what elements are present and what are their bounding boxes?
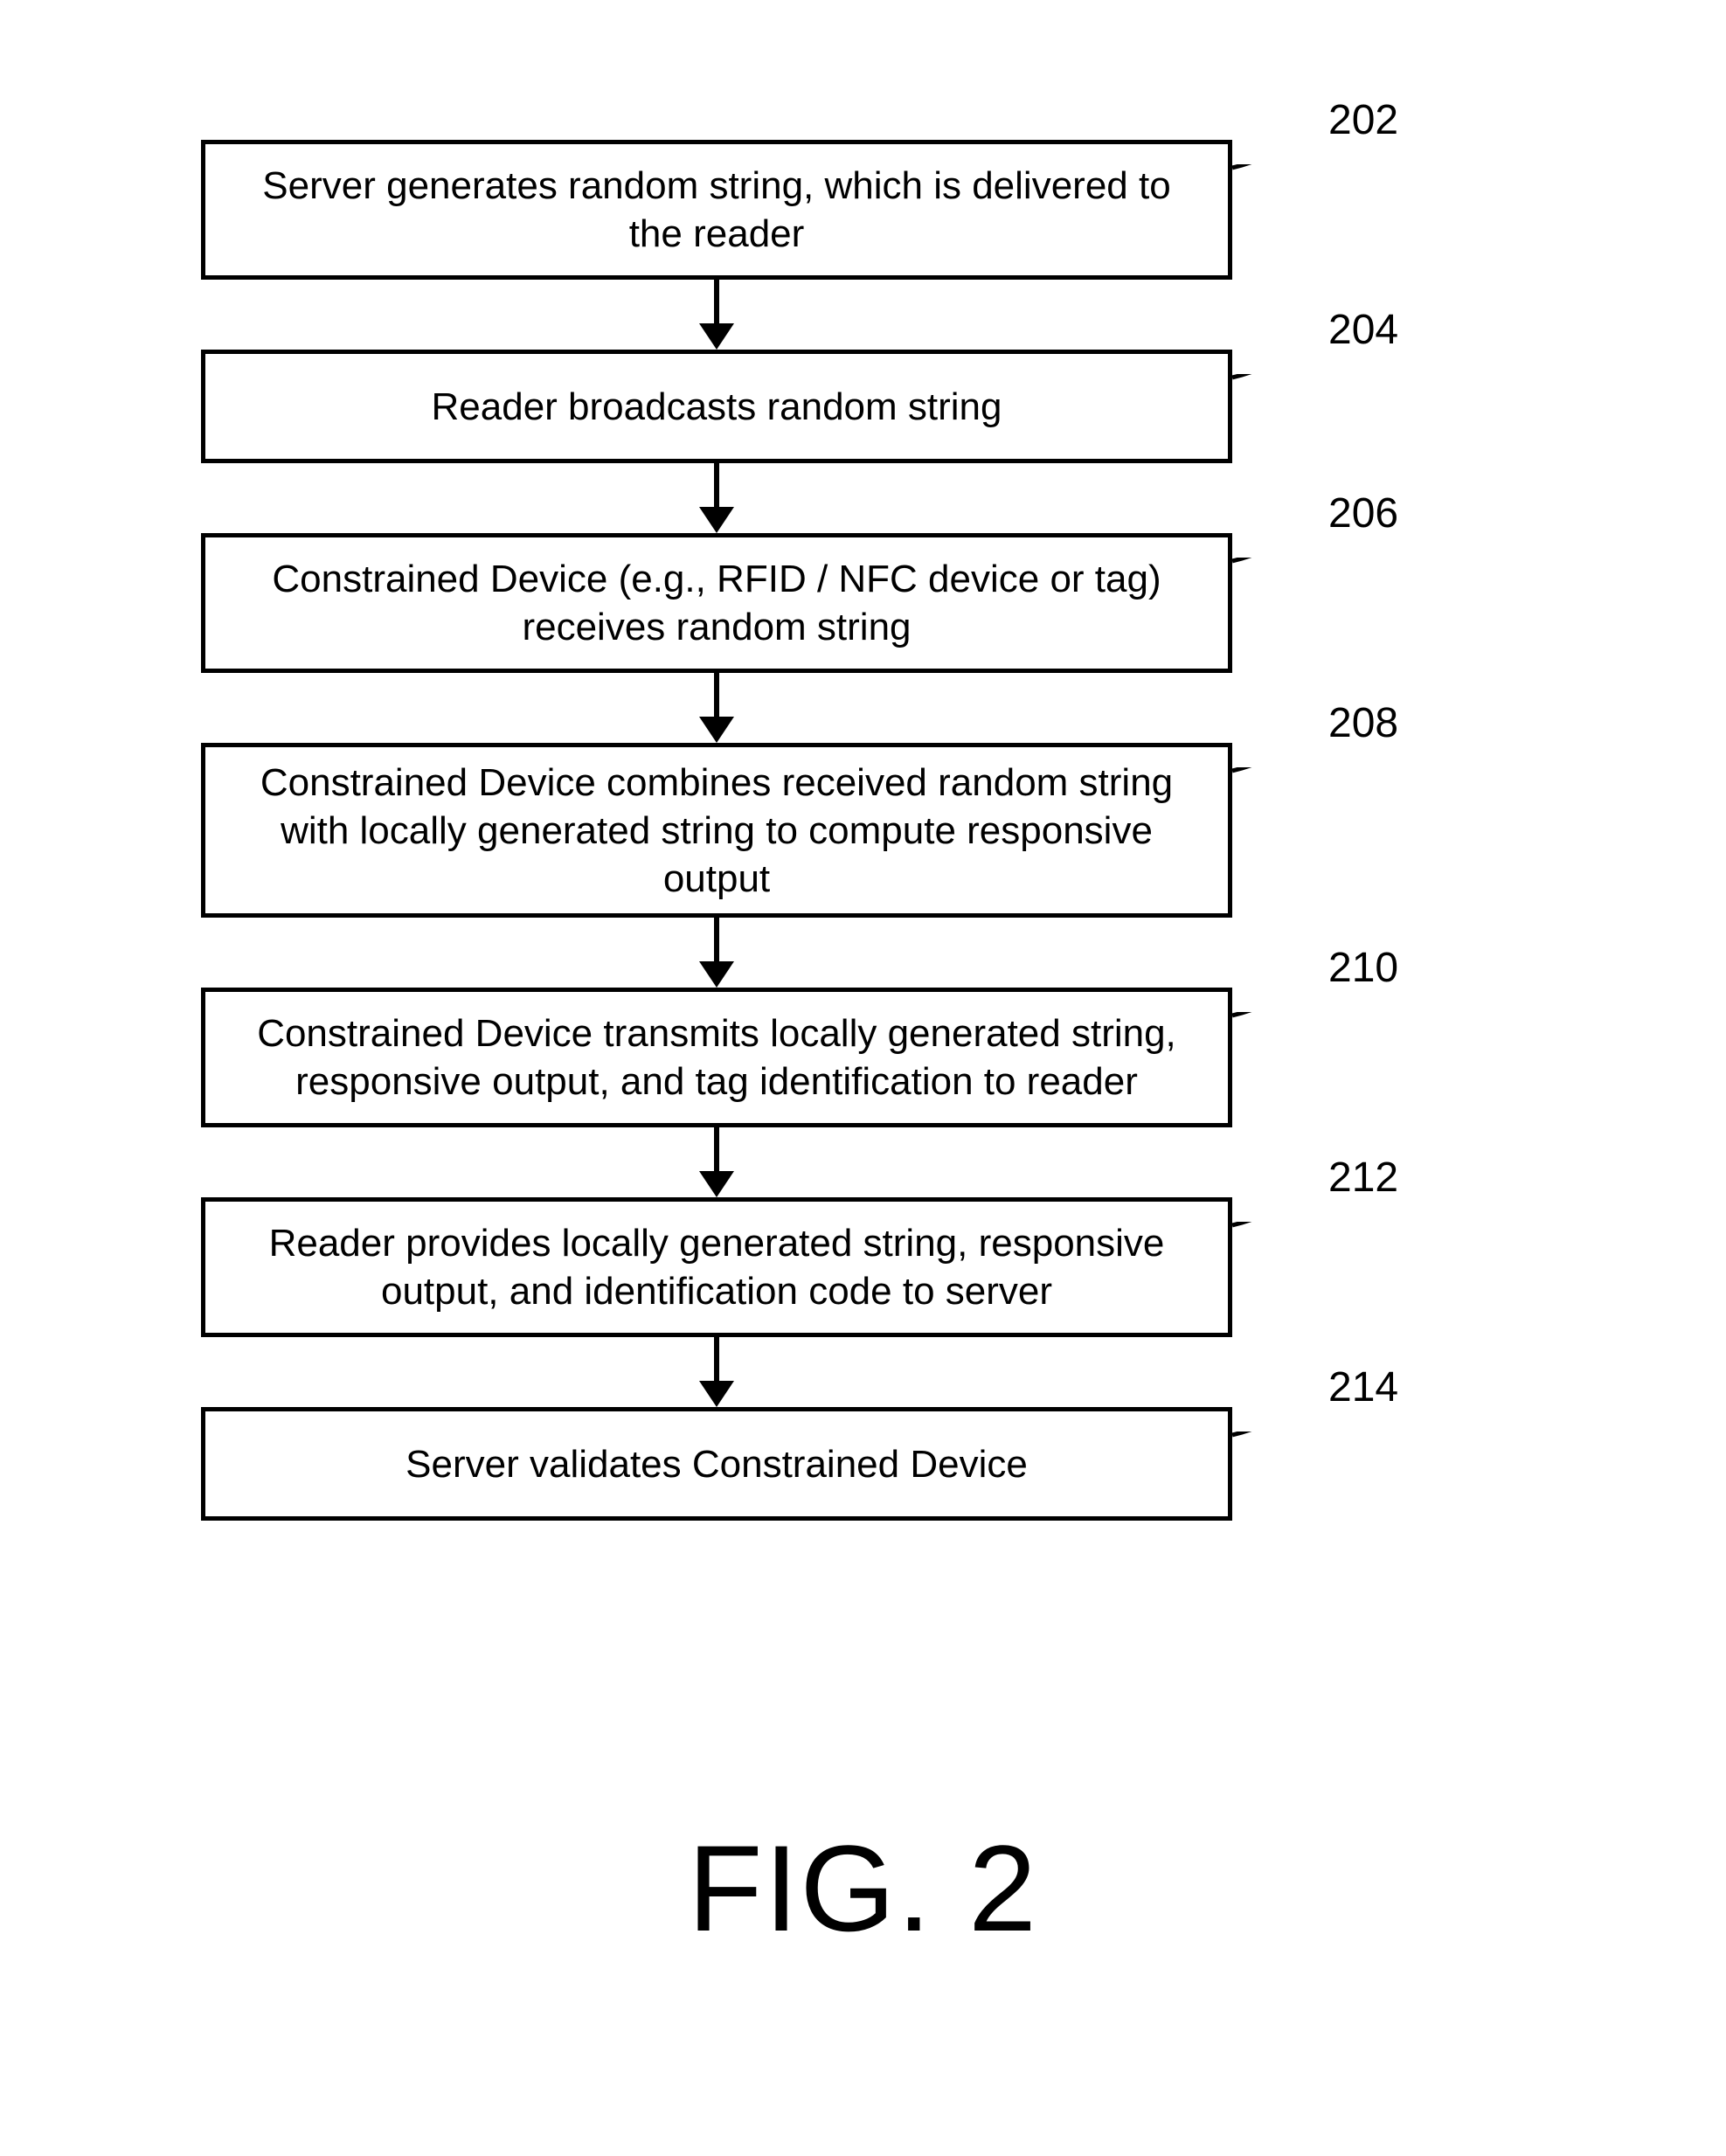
flow-arrow <box>201 1337 1232 1407</box>
step-box: Reader provides locally generated string… <box>201 1197 1232 1337</box>
step-box: Constrained Device (e.g., RFID / NFC dev… <box>201 533 1232 673</box>
flowchart-step: 212 Reader provides locally generated st… <box>201 1197 1512 1337</box>
step-text: Constrained Device transmits locally gen… <box>232 1009 1202 1106</box>
step-text: Reader broadcasts random string <box>432 383 1002 431</box>
flowchart-step: 204 Reader broadcasts random string <box>201 350 1512 463</box>
step-ref-label: 212 <box>1328 1154 1398 1202</box>
step-text: Server validates Constrained Device <box>406 1440 1028 1488</box>
step-box: Server validates Constrained Device <box>201 1407 1232 1521</box>
step-box: Reader broadcasts random string <box>201 350 1232 463</box>
step-ref-label: 210 <box>1328 944 1398 992</box>
flow-arrow <box>201 673 1232 743</box>
figure-label: FIG. 2 <box>0 1818 1726 1959</box>
step-ref-label: 214 <box>1328 1363 1398 1411</box>
step-text: Server generates random string, which is… <box>232 162 1202 258</box>
step-text: Constrained Device (e.g., RFID / NFC dev… <box>232 555 1202 651</box>
step-text: Constrained Device combines received ran… <box>232 759 1202 903</box>
flowchart-step: 210 Constrained Device transmits locally… <box>201 988 1512 1127</box>
flowchart-step: 214 Server validates Constrained Device <box>201 1407 1512 1521</box>
step-box: Server generates random string, which is… <box>201 140 1232 280</box>
step-text: Reader provides locally generated string… <box>232 1219 1202 1315</box>
step-ref-label: 202 <box>1328 96 1398 144</box>
flowchart-step: 206 Constrained Device (e.g., RFID / NFC… <box>201 533 1512 673</box>
callout-curve <box>1232 1432 1328 1484</box>
flowchart-step: 202 Server generates random string, whic… <box>201 140 1512 280</box>
callout-curve <box>1232 164 1328 217</box>
flow-arrow <box>201 463 1232 533</box>
callout-curve <box>1232 767 1328 820</box>
flow-arrow <box>201 1127 1232 1197</box>
callout-curve <box>1232 558 1328 610</box>
callout-curve <box>1232 1222 1328 1274</box>
step-ref-label: 204 <box>1328 306 1398 354</box>
step-ref-label: 208 <box>1328 699 1398 747</box>
step-box: Constrained Device transmits locally gen… <box>201 988 1232 1127</box>
step-ref-label: 206 <box>1328 489 1398 537</box>
flowchart-step: 208 Constrained Device combines received… <box>201 743 1512 918</box>
step-box: Constrained Device combines received ran… <box>201 743 1232 918</box>
flowchart-container: 202 Server generates random string, whic… <box>201 140 1512 1521</box>
callout-curve <box>1232 1012 1328 1064</box>
flow-arrow <box>201 280 1232 350</box>
flow-arrow <box>201 918 1232 988</box>
callout-curve <box>1232 374 1328 426</box>
